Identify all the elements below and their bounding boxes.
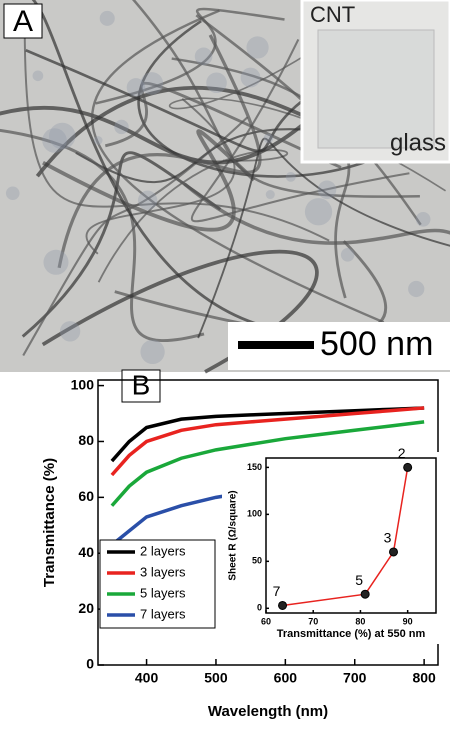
particle [140, 72, 164, 95]
point [389, 547, 398, 557]
series-line [110, 406, 425, 477]
particle [317, 180, 337, 200]
x-tick-label: 80 [355, 616, 365, 626]
y-axis-label: Transmittance (%) [41, 458, 58, 587]
particle [265, 190, 275, 200]
nanotube [183, 182, 450, 245]
particle [206, 72, 227, 94]
nanotube [42, 129, 256, 232]
panel-label-box [121, 369, 161, 403]
nanotube [0, 129, 205, 343]
y-tick-label: 0 [257, 603, 262, 613]
x-tick-label: 500 [204, 670, 228, 686]
particle [5, 186, 20, 201]
y-tick-label: 100 [247, 509, 262, 519]
point [278, 600, 288, 610]
series-line [110, 406, 425, 463]
panel-label-box [3, 3, 43, 39]
series-line [110, 420, 425, 507]
point-label: 5 [355, 572, 363, 588]
y-tick-label: 20 [78, 600, 94, 616]
particle [194, 47, 213, 66]
panel-label: A [13, 5, 33, 38]
y-tick-label: 60 [78, 488, 94, 504]
x-tick-label: 800 [412, 670, 436, 686]
point [360, 589, 370, 599]
particle [240, 67, 261, 88]
legend-label: 3 layers [140, 564, 186, 579]
particle [32, 70, 44, 82]
inset-label: glass [390, 129, 446, 156]
scale-label: 500 nm [320, 325, 433, 363]
x-tick-label: 90 [403, 616, 413, 626]
point-label: 7 [273, 583, 281, 599]
nanotube [195, 14, 351, 299]
y-tick-label: 40 [78, 544, 94, 560]
nanotube [85, 98, 236, 255]
nanotube [197, 137, 450, 339]
particle [59, 321, 81, 342]
panel-label: B [132, 369, 151, 400]
y-axis-label: Sheet R (Ω/square) [228, 490, 239, 580]
particle [408, 280, 425, 298]
particle [140, 339, 165, 365]
point-label: 2 [398, 445, 406, 461]
scale-bar [238, 341, 314, 349]
particle [99, 10, 115, 26]
nanotube [57, 34, 262, 269]
plot-frame [265, 457, 437, 614]
nanotube [22, 116, 249, 357]
nanotube [0, 90, 341, 165]
point [403, 462, 413, 472]
nanotube [21, 151, 222, 338]
y-tick-label: 50 [252, 556, 262, 566]
particle [340, 248, 355, 262]
x-tick-label: 70 [308, 616, 318, 626]
particle [246, 36, 269, 59]
particle [43, 249, 69, 275]
y-tick-label: 100 [71, 376, 95, 392]
particle [263, 133, 274, 144]
nanotube [90, 9, 385, 324]
y-tick-label: 150 [247, 462, 262, 472]
legend-label: 7 layers [140, 606, 186, 621]
y-tick-label: 80 [78, 432, 94, 448]
x-tick-label: 700 [343, 670, 367, 686]
particle [137, 190, 158, 210]
legend-label: 5 layers [140, 585, 186, 600]
inset-box [222, 452, 440, 644]
point-label: 3 [384, 530, 392, 546]
glass-slide [317, 29, 435, 149]
x-axis-label: Transmittance (%) at 550 nm [277, 628, 426, 640]
particle [114, 119, 129, 135]
particle [126, 78, 146, 97]
nanotube [104, 81, 342, 169]
particle [49, 122, 76, 150]
y-tick-label: 0 [86, 656, 94, 672]
inset-label: CNT [310, 2, 355, 27]
legend-label: 2 layers [140, 543, 186, 558]
particle [415, 211, 431, 227]
particle [304, 198, 333, 226]
particle [285, 171, 296, 182]
x-tick-label: 60 [261, 616, 271, 626]
fit-line [282, 467, 409, 607]
particle [93, 136, 103, 145]
x-axis-label: Wavelength (nm) [208, 703, 328, 720]
x-tick-label: 400 [135, 670, 159, 686]
particle [42, 128, 67, 153]
x-tick-label: 600 [274, 670, 298, 686]
